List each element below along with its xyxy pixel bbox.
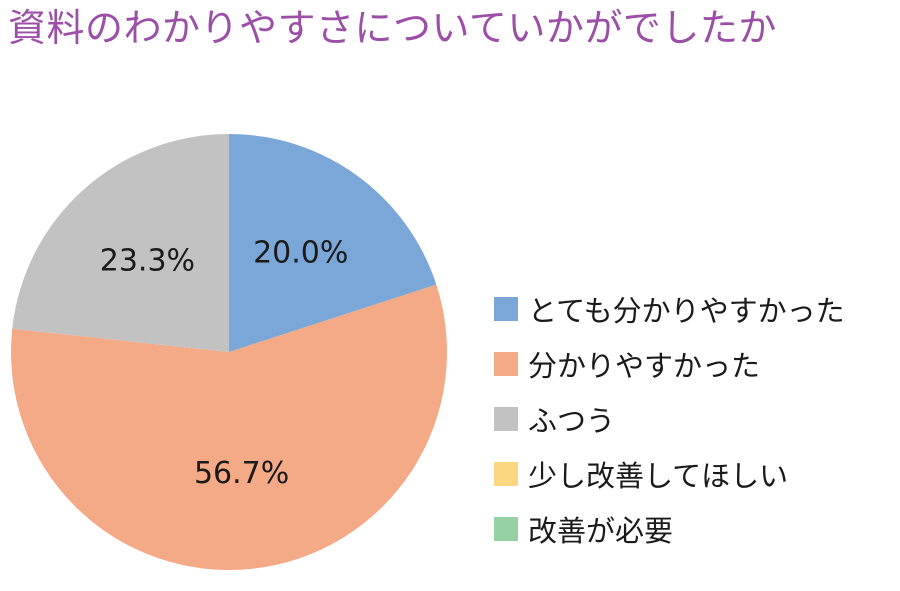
pie-slice-very-easy xyxy=(229,134,437,352)
legend-item-needs-improvement: 改善が必要 xyxy=(494,510,845,548)
legend-swatch-very-easy xyxy=(494,297,518,321)
legend-swatch-normal xyxy=(494,407,518,431)
legend-swatch-easy xyxy=(494,352,518,376)
pie-data-label-easy: 56.7% xyxy=(194,456,289,491)
legend-item-normal: ふつう xyxy=(494,400,845,438)
legend-item-easy: 分かりやすかった xyxy=(494,345,845,383)
pie-slice-easy xyxy=(10,284,448,570)
legend-label-needs-improvement: 改善が必要 xyxy=(528,514,674,548)
pie-slice-normal xyxy=(12,134,229,352)
legend-label-normal: ふつう xyxy=(528,404,616,438)
chart-title: 資料のわかりやすさについていかがでしたか xyxy=(8,6,777,50)
legend-label-easy: 分かりやすかった xyxy=(528,349,761,383)
legend-swatch-needs-slight-improvement xyxy=(494,462,518,486)
pie-data-label-very-easy: 20.0% xyxy=(253,236,348,271)
legend-label-very-easy: とても分かりやすかった xyxy=(528,294,845,328)
legend-item-needs-slight-improvement: 少し改善してほしい xyxy=(494,455,845,493)
legend-label-needs-slight-improvement: 少し改善してほしい xyxy=(528,459,789,493)
pie-data-label-normal: 23.3% xyxy=(100,244,195,279)
legend-item-very-easy: とても分かりやすかった xyxy=(494,290,845,328)
legend: とても分かりやすかった 分かりやすかった ふつう 少し改善してほしい 改善が必要 xyxy=(494,290,845,565)
legend-swatch-needs-improvement xyxy=(494,517,518,541)
